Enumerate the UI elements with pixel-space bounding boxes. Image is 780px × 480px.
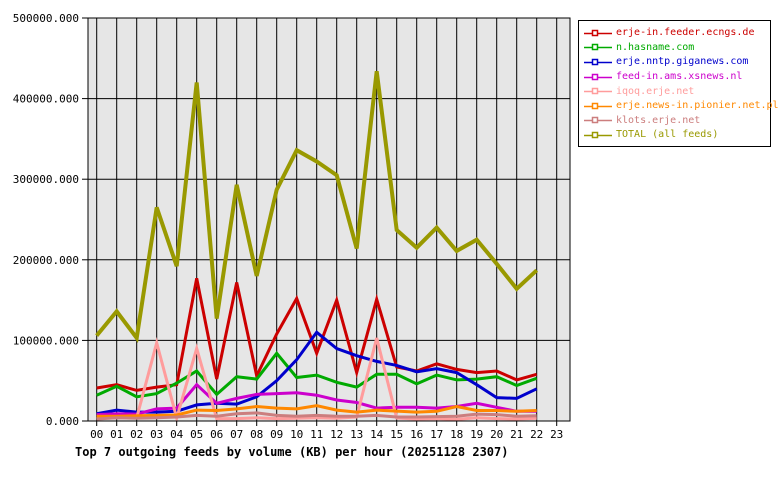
legend-square [591, 29, 599, 37]
legend-marker-icon [584, 44, 612, 51]
x-tick-label: 16 [410, 428, 423, 441]
legend-label: iqoq.erje.net [616, 85, 695, 97]
legend-marker-icon [584, 29, 612, 37]
x-tick-label: 01 [110, 428, 123, 441]
series-line-erje-nntp-giganews-com [96, 330, 538, 416]
x-tick-label: 05 [190, 428, 203, 441]
legend-item-n-hasname-com: n.hasname.com [579, 41, 770, 56]
legend-item-erje-news-in-pionier-net-pl: erje.news-in.pionier.net.pl [579, 99, 779, 114]
y-axis-labels: 0.000 100000.000 200000.000 300000.000 40000… [13, 12, 79, 428]
legend-item-erje-in-feeder-ecngs-de: erje-in.feeder.ecngs.de [579, 26, 770, 41]
x-tick-label: 03 [150, 428, 163, 441]
legend-label: feed-in.ams.xsnews.nl [616, 71, 743, 83]
plot-frame [87, 17, 571, 422]
series-line-n-hasname-com [96, 350, 538, 399]
legend-label: TOTAL (all feeds) [616, 129, 719, 141]
x-tick-label: 02 [130, 428, 143, 441]
legend-item-iqoq-erje-net: iqoq.erje.net [579, 84, 770, 99]
legend-item-erje-nntp-giganews-com: erje.nntp.giganews.com [579, 55, 770, 70]
legend-item-total-all-feeds: TOTAL (all feeds) [579, 128, 770, 143]
plot-area [88, 18, 570, 421]
y-tick-label: 300000.000 [13, 173, 79, 186]
legend-item-klots-erje-net: klots.erje.net [579, 114, 770, 129]
legend-marker-icon [584, 117, 612, 124]
legend-label: erje-in.feeder.ecngs.de [616, 27, 755, 39]
x-tick-label: 20 [490, 428, 503, 441]
x-tick-label: 04 [170, 428, 184, 441]
legend-marker-icon [584, 58, 612, 66]
x-tick-label: 21 [510, 428, 523, 441]
x-tick-label: 11 [310, 428, 323, 441]
legend-marker-icon [584, 73, 612, 80]
y-tick-label: 0.000 [46, 415, 79, 428]
x-tick-label: 22 [530, 428, 543, 441]
legend-item-feed-in-ams-xsnews-nl: feed-in.ams.xsnews.nl [579, 70, 770, 85]
x-tick-label: 08 [250, 428, 263, 441]
x-tick-label: 23 [550, 428, 563, 441]
x-tick-label: 19 [470, 428, 483, 441]
series-line-feed-in-ams-xsnews-nl [96, 382, 537, 417]
x-tick-label: 09 [270, 428, 283, 441]
x-tick-label: 06 [210, 428, 223, 441]
legend-square [591, 102, 599, 110]
legend: erje-in.feeder.ecngs.de n.hasname.com erje… [578, 20, 779, 147]
y-tick-label: 100000.000 [13, 334, 79, 347]
x-axis-labels: 00 01 02 03 04 05 06 07 08 09 10 11 12 13 14 15 16 17 18 19… [90, 428, 563, 441]
y-tick-label: 500000.000 [13, 12, 79, 25]
legend-square [591, 73, 599, 80]
legend-label: erje.nntp.giganews.com [616, 56, 749, 68]
y-tick-label: 400000.000 [13, 93, 79, 106]
legend-square [591, 117, 599, 124]
x-tick-label: 12 [330, 428, 343, 441]
x-tick-label: 07 [230, 428, 243, 441]
legend-marker-icon [584, 87, 612, 95]
x-tick-label: 17 [430, 428, 443, 441]
x-tick-label: 10 [290, 428, 303, 441]
x-tick-label: 15 [390, 428, 403, 441]
series-line-klots-erje-net [96, 411, 537, 421]
axis-ticks [82, 17, 558, 426]
x-tick-label: 00 [90, 428, 103, 441]
legend-marker-icon [584, 131, 612, 139]
gridlines [88, 18, 570, 421]
legend-label: erje.news-in.pionier.net.pl [616, 100, 779, 112]
chart-title: Top 7 outgoing feeds by volume (KB) per … [75, 445, 509, 459]
plot-border [87, 17, 571, 422]
x-tick-label: 13 [350, 428, 363, 441]
legend-marker-icon [584, 102, 612, 110]
legend-square [591, 87, 599, 95]
series-line-erje-news-in-pionier-net-pl [96, 404, 537, 418]
plot-background [88, 18, 570, 421]
x-tick-label: 18 [450, 428, 463, 441]
series-line-iqoq-erje-net [96, 336, 537, 424]
series-lines [95, 70, 539, 424]
y-tick-label: 200000.000 [13, 254, 79, 267]
legend-square [591, 44, 599, 51]
legend-label: n.hasname.com [616, 41, 695, 53]
x-tick-label: 14 [370, 428, 384, 441]
legend-square [591, 131, 599, 139]
series-line-total-all-feeds [95, 70, 539, 344]
legend-label: klots.erje.net [616, 114, 701, 126]
legend-square [591, 58, 599, 66]
